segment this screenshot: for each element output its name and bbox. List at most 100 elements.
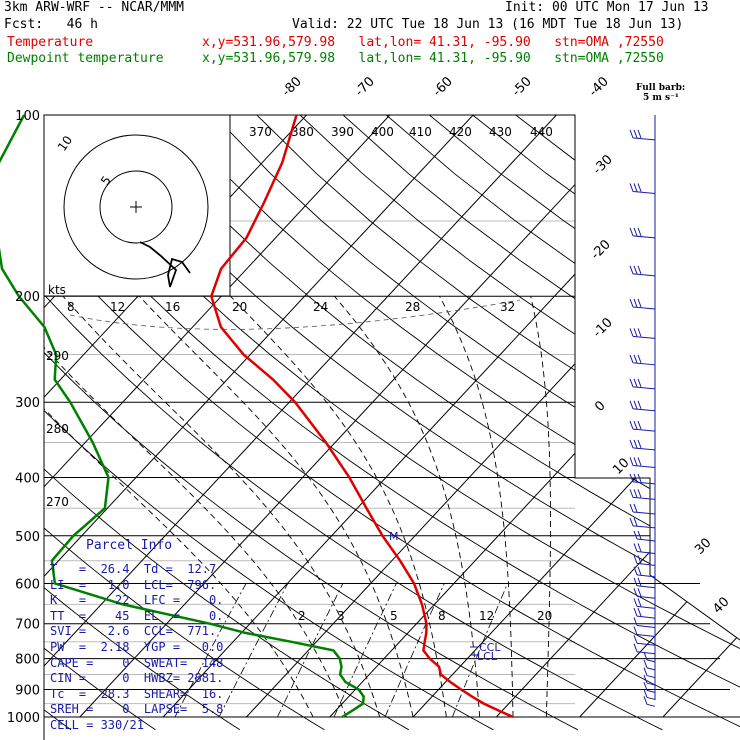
wind-barb: [632, 273, 656, 277]
wind-barb: [646, 659, 656, 663]
wind-barb-flag: [643, 689, 648, 698]
wind-barb-flag: [633, 617, 638, 626]
wind-barb: [636, 574, 656, 578]
dewpoint-trace: [0, 114, 365, 719]
wind-barb-flag: [633, 503, 638, 513]
wind-barb: [636, 651, 656, 655]
wind-barb-flag: [629, 129, 634, 139]
parcel-info-row: Tc = 28.3 SHEAR= 16.: [50, 686, 224, 701]
wind-barb: [636, 634, 656, 638]
parcel-info-row: CAPE = 0 SWEAT= 148: [50, 655, 224, 670]
pressure-tick-label: 600: [15, 577, 40, 592]
dry-adiabat-440: [429, 115, 740, 731]
wind-barb-flag: [629, 378, 634, 387]
hodograph-speed-tick: 20: [232, 300, 247, 314]
hodograph-speed-tick: 8: [67, 300, 75, 314]
wind-barb-flag: [643, 674, 648, 684]
wind-barb-flag: [633, 607, 638, 617]
wind-barb-flag: [633, 643, 638, 652]
pressure-tick-label: 700: [15, 618, 40, 633]
wind-barb-flag: [629, 400, 634, 409]
wind-barb-flag: [637, 489, 642, 498]
wind-barb-flag: [643, 651, 648, 661]
isotherm-label: -30: [590, 152, 616, 178]
mixing-ratio-12: [384, 583, 445, 718]
parcel-info-row: SREH = 0 LAPSE= 5.8: [50, 702, 224, 717]
init-time: Init: 00 UTC Mon 17 Jun 13: [505, 0, 709, 15]
mixing-ratio-label: 8: [438, 609, 446, 623]
isotherm--40: [44, 115, 474, 718]
ccl-marker: CCL: [479, 641, 501, 654]
wind-barb-flag: [629, 503, 634, 513]
dry-adiabat-270: [44, 115, 241, 731]
wind-barb-flag: [629, 439, 634, 449]
wind-barb-flag: [637, 543, 642, 552]
mixing-ratio-label: 2: [298, 609, 306, 623]
mixing-ratio-label: 5: [390, 609, 398, 623]
temperature-trace: [209, 114, 514, 719]
wind-barb: [632, 481, 656, 485]
isotherm-label: -60: [430, 74, 456, 100]
mixing-ratio-label: 12: [479, 609, 494, 623]
wind-barb: [636, 562, 656, 566]
isotherm--10: [162, 115, 724, 718]
mixing-ratio-label: 20: [537, 609, 552, 623]
wind-barb: [632, 335, 656, 339]
mixing-ratio-2: [174, 583, 247, 718]
wind-barb: [632, 235, 656, 239]
wind-barb: [636, 642, 656, 646]
wind-barb-flag: [637, 400, 642, 409]
parcel-info-row: CELL = 330/21: [50, 718, 144, 732]
isotherm-20: [412, 115, 740, 718]
wind-barb-flag: [637, 298, 642, 308]
pressure-tick-label: 400: [15, 471, 40, 486]
wind-barb-flag: [637, 328, 642, 337]
sounding-traces: [0, 114, 514, 719]
dry-adiabat-280: [44, 115, 325, 731]
wind-barb-flag: [637, 473, 642, 483]
wind-barb-flag: [633, 354, 638, 363]
dewpoint-legend-label: Dewpoint temperature: [7, 51, 164, 66]
wind-barb-flag: [629, 298, 634, 308]
pressure-tick-label: 800: [15, 653, 40, 668]
wind-barb: [632, 525, 656, 529]
isotherm-label: 40: [710, 595, 732, 617]
wind-barb-flag: [633, 473, 638, 483]
moist-adiabat-12: [44, 295, 347, 718]
wind-barb: [632, 190, 656, 194]
mixing-ratio-label: 3: [337, 609, 345, 623]
mixing-ratio-20: [452, 583, 508, 718]
wind-barb-flag: [633, 517, 638, 526]
wind-barb-flag: [643, 696, 648, 705]
theta-label: 440: [530, 125, 553, 139]
wind-barb: [646, 667, 656, 671]
hodograph-speed-tick: 32: [500, 300, 515, 314]
wind-barb: [636, 538, 656, 542]
wind-barb: [632, 464, 656, 468]
wind-barb-flag: [637, 555, 642, 564]
dry-adiabat-460: [515, 115, 740, 731]
wind-barb-flag: [633, 183, 638, 192]
parcel-info-row: LI = 1.0 LCL= 796.: [50, 577, 217, 592]
isotherm-10: [329, 115, 740, 718]
moist-adiabat-24: [230, 295, 447, 718]
isotherm-label: -80: [279, 74, 305, 100]
wind-barb: [646, 689, 656, 693]
parcel-info-row: K = 22 LFC = 0.: [50, 593, 224, 608]
isotherm-0: [246, 115, 740, 718]
pressure-tick-label: 1000: [7, 711, 40, 726]
pressure-tick-label: 500: [15, 530, 40, 545]
wind-barb: [646, 682, 656, 686]
isotherm-50: [662, 115, 740, 718]
pressure-tick-label: 200: [15, 290, 40, 305]
wind-barb-flag: [629, 420, 634, 430]
parcel-info-title: Parcel Info: [86, 538, 173, 553]
temperature-legend-label: Temperature: [7, 35, 94, 50]
wind-barb-flag: [633, 265, 638, 275]
wind-barb-flag: [637, 265, 642, 275]
wind-barb: [636, 550, 656, 554]
isotherm-40: [579, 115, 740, 718]
